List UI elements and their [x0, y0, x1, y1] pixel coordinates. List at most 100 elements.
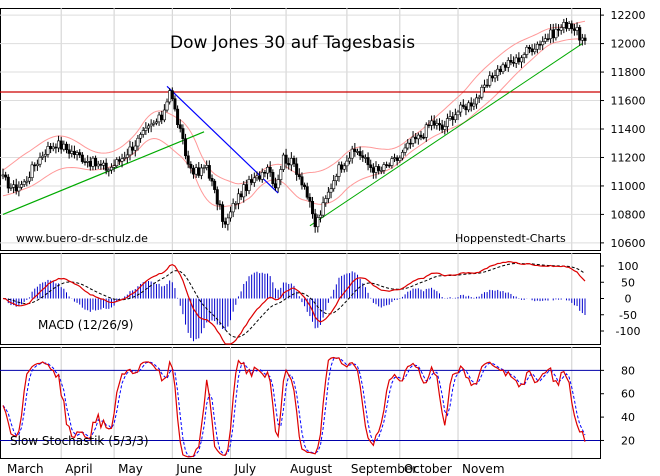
uptrend-line-1 — [2, 131, 205, 215]
candle-body — [75, 152, 79, 155]
macd-panel: 100 50 0 -50 -100 — [0, 253, 641, 345]
macd-tick-label: -50 — [619, 309, 637, 322]
candle-body — [22, 181, 26, 185]
candle-body — [205, 165, 209, 168]
candle-body — [46, 146, 50, 155]
candle-body — [469, 102, 473, 107]
candle-body — [308, 196, 312, 202]
candle-body — [509, 60, 513, 63]
candle-body — [234, 203, 238, 205]
candle-body — [273, 183, 277, 189]
price-tick-label: 10800 — [611, 208, 646, 221]
candle-body — [207, 165, 211, 179]
candle-body — [572, 28, 576, 31]
candle-body — [374, 166, 378, 173]
candle-body — [432, 120, 436, 126]
candle-body — [490, 75, 494, 79]
candle-body — [197, 167, 201, 176]
candle-body — [493, 75, 497, 79]
candle-body — [215, 189, 219, 205]
candle-body — [501, 64, 505, 72]
candle-body — [411, 136, 415, 144]
x-tick-label: September — [351, 462, 417, 476]
candle-body — [393, 157, 397, 159]
stochastic-k-line — [2, 356, 586, 458]
candle-body — [324, 198, 328, 204]
candle-body — [398, 157, 402, 161]
candle-body — [149, 123, 153, 127]
candle-body — [424, 124, 428, 138]
stochastic-tick-label: 40 — [621, 411, 635, 424]
candle-body — [170, 90, 174, 100]
candle-body — [342, 165, 346, 170]
candle-body — [295, 163, 299, 175]
candle-body — [4, 174, 8, 178]
candle-body — [223, 221, 227, 225]
candle-body — [554, 28, 558, 39]
stochastic-tick-label: 20 — [621, 434, 635, 447]
stochastic-tick-label: 60 — [621, 388, 635, 401]
candle-body — [419, 134, 423, 138]
candle-body — [160, 114, 164, 121]
candle-body — [263, 171, 267, 174]
candle-body — [475, 97, 479, 105]
candle-body — [387, 164, 391, 167]
macd-tick-label: -100 — [616, 325, 641, 338]
candle-body — [350, 148, 354, 159]
candle-body — [57, 140, 61, 149]
watermark-left: www.buero-dr-schulz.de — [16, 232, 148, 245]
macd-tick-label: 0 — [625, 293, 632, 306]
candle-body — [62, 143, 66, 150]
candle-body — [30, 164, 34, 178]
candle-body — [461, 104, 465, 107]
candle-body — [131, 146, 135, 151]
candle-body — [321, 202, 325, 216]
candle-body — [506, 60, 510, 68]
price-tick-label: 11000 — [611, 180, 646, 193]
candle-body — [117, 159, 121, 162]
x-tick-label: June — [175, 462, 202, 476]
candle-body — [25, 180, 29, 183]
macd-line — [2, 261, 586, 345]
candle-body — [120, 158, 124, 162]
stochastic-label: Slow Stochastik (5/3/3) — [10, 434, 149, 448]
candle-body — [303, 184, 307, 187]
candle-body — [482, 84, 486, 88]
candle-body — [353, 148, 357, 152]
candle-body — [186, 155, 190, 165]
candle-body — [112, 165, 116, 168]
candle-body — [59, 140, 63, 150]
candle-body — [361, 155, 365, 158]
candle-body — [533, 48, 537, 53]
candle-body — [83, 161, 87, 163]
candle-body — [329, 188, 333, 193]
uptrend-line-2 — [309, 43, 583, 227]
panel-frame — [0, 347, 601, 459]
candle-body — [141, 130, 145, 135]
candle-body — [123, 157, 127, 159]
candle-body — [583, 37, 587, 41]
candle-body — [279, 169, 283, 180]
candle-body — [226, 217, 230, 225]
candle-body — [377, 166, 381, 171]
price-tick-label: 12000 — [611, 38, 646, 51]
candle-body — [239, 193, 243, 198]
price-tick-label: 11600 — [611, 95, 646, 108]
candle-body — [297, 174, 301, 178]
x-tick-label: Novem — [462, 462, 505, 476]
candle-body — [355, 151, 359, 153]
candle-body — [363, 157, 367, 159]
candle-body — [546, 38, 550, 40]
candle-body — [414, 136, 418, 140]
candle-body — [348, 157, 352, 162]
candle-body — [17, 186, 21, 192]
candle-body — [78, 152, 82, 156]
stochastic-d-line — [2, 357, 586, 458]
candle-body — [99, 163, 103, 166]
candle-body — [406, 142, 410, 149]
candle-body — [337, 164, 341, 177]
candle-body — [144, 127, 148, 131]
price-panel: 10600 10800 11000 11200 11400 11600 11800 12000… — [0, 8, 646, 251]
candle-body — [157, 114, 161, 123]
x-tick-label: July — [234, 462, 257, 476]
